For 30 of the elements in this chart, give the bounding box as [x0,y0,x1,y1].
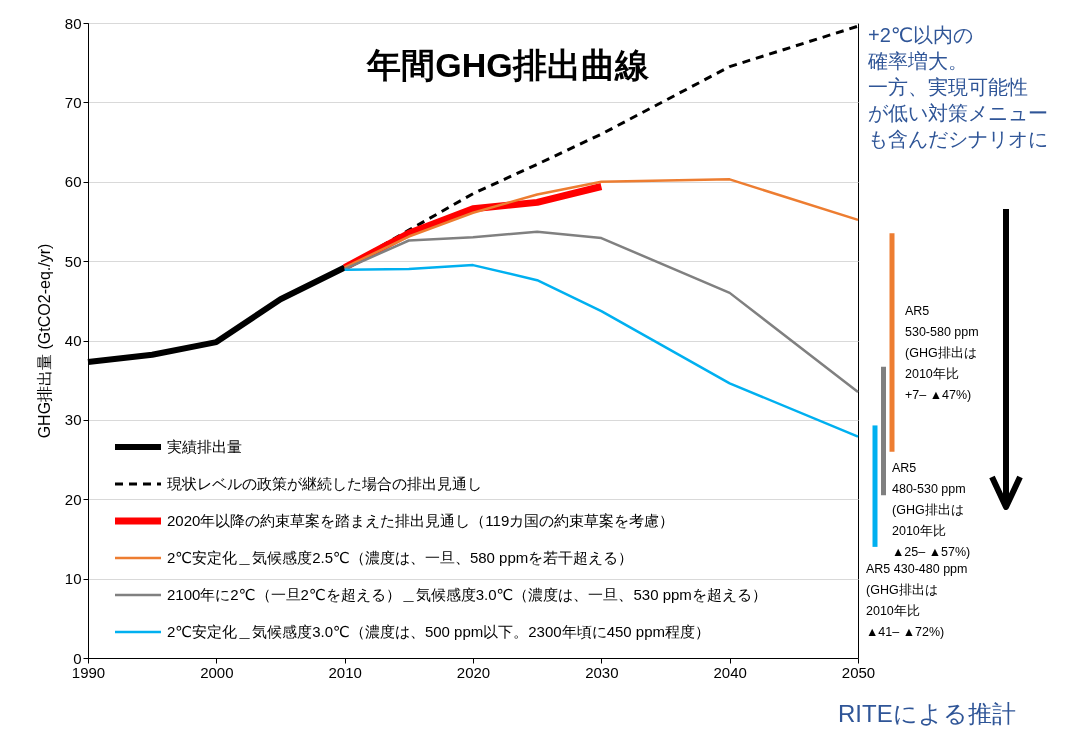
x-tick-label: 2020 [456,663,491,681]
line-series [343,263,860,438]
y-tick-label: 80 [64,14,82,32]
annotation: +2℃以内の確率増大。一方、実現可能性が低い対策メニューも含んだシナリオに [867,24,1048,150]
y-tick-label: 50 [64,252,82,270]
annotation: AR5 480-530 ppm (GHG排出は 2010年比 ▲25– ▲57%) [892,461,971,559]
legend-label: 現状レベルの政策が継続した場合の排出見通し [167,475,482,492]
y-axis-title: GHG排出量 (GtCO2-eq./yr) [35,243,53,439]
annotation: AR5 430-480 ppm (GHG排出は 2010年比 ▲41– ▲72%) [866,562,968,639]
text: RITEによる推計 [838,700,1016,727]
line-series [343,178,860,269]
y-tick-label: 60 [64,173,82,191]
x-tick-label: 2010 [328,663,362,681]
legend-label: 2℃安定化＿気候感度3.0℃（濃度は、500 ppm以下。2300年頃に450 ppm程度） [167,623,711,640]
y-tick-label: 20 [64,490,82,508]
text: 年間GHG排出曲線 [366,46,650,84]
text: AR5 530-580 ppm (GHG排出は 2010年比 +7– ▲47%) [905,304,979,402]
legend-label: 実績排出量 [167,438,242,455]
y-tick-label: 30 [64,411,82,429]
legend-label: 2100年に2℃（一旦2℃を超える）＿気候感度3.0℃（濃度は、一旦、530 ppmを超える） [167,586,767,603]
x-tick-label: 2030 [585,663,619,681]
y-tick-label: 70 [64,93,82,111]
y-tick-label: 10 [64,570,82,588]
legend-label: 2℃安定化＿気候感度2.5℃（濃度は、一旦、580 ppmを若干超える） [167,549,634,566]
legend-label: 2020年以降の約束草案を踏まえた排出見通し（119カ国の約束草案を考慮） [167,512,675,529]
y-tick-label: 40 [64,332,82,349]
x-tick-label: 2050 [841,663,876,681]
x-tick-label: 2000 [200,663,234,681]
x-tick-label: 2040 [713,663,747,681]
line-series [343,230,860,394]
